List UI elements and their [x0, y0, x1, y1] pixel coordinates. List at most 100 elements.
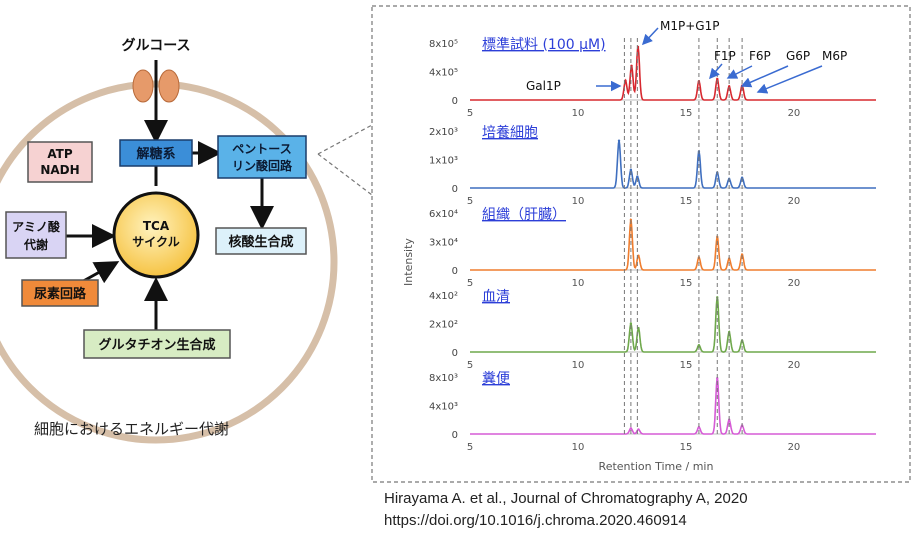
peak-point [629, 322, 633, 325]
atp-nadh-box: ATP NADH [27, 141, 93, 183]
peak-arrow-m1p-g1p [641, 27, 659, 46]
callout-line-top [317, 124, 373, 155]
peak-point [636, 175, 639, 178]
pentose-phosphate-box: ペントース リン酸回路 [217, 135, 307, 179]
tca-label-line2: サイクル [132, 235, 179, 249]
nucleic-acid-box: 核酸生合成 [215, 227, 307, 255]
amino-label-line2: 代謝 [23, 237, 48, 252]
x-tick-label: 20 [788, 360, 801, 371]
y-tick-label: 0 [452, 348, 458, 359]
atp-label: ATP [47, 147, 73, 161]
y-tick-label: 8x10³ [429, 373, 458, 384]
x-tick-label: 5 [467, 442, 473, 453]
chromatogram-trace [470, 217, 876, 271]
x-tick-label: 15 [680, 196, 693, 207]
metabolism-diagram: グルコース TCA サイクル 解糖系 ペントース リン酸回路 ATP NADH [0, 37, 373, 444]
peak-point [697, 343, 701, 347]
callout-line-bottom [317, 153, 373, 196]
chromatogram-trace [470, 297, 876, 353]
chromatogram-trace [470, 47, 876, 101]
panel-title: 糞便 [482, 371, 510, 387]
peak-annotations: Gal1P M1P+G1P F1P F6P G6P M6P [526, 19, 847, 94]
glutathione-box: グルタチオン生合成 [83, 329, 231, 359]
citation-line1: Hirayama A. et al., Journal of Chromatog… [384, 490, 748, 507]
peak-point [740, 176, 744, 179]
citation-line2: https://doi.org/10.1016/j.chroma.2020.46… [384, 512, 687, 529]
y-axis-label: Intensity [402, 238, 415, 286]
chromatogram-chart: 5 10 15 20 8x10⁵ 4x10⁵ 0 標準試料 (100 µM) 5 10 15 20 2x… [429, 37, 876, 453]
chart-frame [371, 5, 911, 483]
y-tick-label: 0 [452, 184, 458, 195]
x-tick-label: 5 [467, 360, 473, 371]
peak-point [727, 85, 731, 88]
pentose-label-line2: リン酸回路 [232, 158, 293, 173]
peak-arrow-g6p [740, 65, 789, 88]
y-tick-label: 2x10² [429, 320, 458, 331]
glycolysis-label: 解糖系 [135, 146, 175, 162]
urea-label: 尿素回路 [34, 286, 87, 302]
y-tick-label: 3x10⁴ [429, 238, 458, 249]
x-tick-label: 5 [467, 108, 473, 119]
peak-label-gal1p: Gal1P [526, 79, 561, 93]
peak-label-f1p: F1P [714, 49, 736, 63]
peak-label-m6p: M6P [822, 49, 847, 63]
x-axis-label: Retention Time / min [599, 460, 714, 473]
glucose-label: グルコース [121, 37, 190, 54]
peak-point [697, 425, 701, 429]
peak-point [716, 376, 719, 380]
x-tick-label: 20 [788, 442, 801, 453]
y-tick-label: 4x10³ [429, 402, 458, 413]
amino-acid-box: アミノ酸 代謝 [5, 211, 67, 259]
x-tick-label: 5 [467, 196, 473, 207]
peak-arrow-f1p [709, 63, 723, 80]
peak-point [629, 218, 633, 222]
y-tick-label: 4x10⁵ [429, 68, 458, 79]
panel-title: 組織（肝臓） [482, 207, 566, 223]
chromatogram-trace [470, 140, 876, 189]
y-tick-label: 8x10⁵ [429, 39, 458, 50]
y-tick-label: 2x10³ [429, 127, 458, 138]
urea-cycle-box: 尿素回路 [21, 279, 99, 307]
y-tick-label: 1x10³ [429, 156, 458, 167]
tca-cycle: TCA サイクル [112, 191, 200, 279]
x-tick-label: 5 [467, 278, 473, 289]
x-tick-label: 10 [572, 196, 585, 207]
x-tick-label: 15 [680, 278, 693, 289]
panel-title: 標準試料 (100 µM) [482, 37, 606, 53]
peak-point [617, 139, 621, 142]
peak-point [629, 168, 633, 171]
tca-label: TCA [143, 219, 170, 233]
y-tick-label: 0 [452, 430, 458, 441]
chromatogram-trace [470, 378, 876, 435]
peak-point [740, 253, 744, 256]
nadh-label: NADH [40, 163, 79, 177]
amino-label-line1: アミノ酸 [12, 219, 61, 234]
y-tick-label: 0 [452, 266, 458, 277]
x-tick-label: 10 [572, 108, 585, 119]
peak-arrow-m6p [756, 65, 823, 94]
peak-point [716, 77, 719, 81]
x-tick-label: 10 [572, 278, 585, 289]
diagram-caption: 細胞におけるエネルギー代謝 [34, 420, 230, 438]
panel-title: 培養細胞 [482, 124, 538, 141]
peak-label-f6p: F6P [749, 49, 771, 63]
y-tick-label: 0 [452, 96, 458, 107]
x-tick-label: 20 [788, 196, 801, 207]
x-tick-label: 15 [680, 442, 693, 453]
glycolysis-box: 解糖系 [119, 139, 193, 167]
x-tick-label: 15 [680, 108, 693, 119]
panel-title: 血清 [482, 289, 510, 305]
x-tick-label: 10 [572, 442, 585, 453]
nucleic-label: 核酸生合成 [228, 234, 293, 250]
y-tick-label: 6x10⁴ [429, 209, 458, 220]
peak-label-g6p: G6P [786, 49, 810, 63]
peak-arrow-f6p [726, 65, 753, 79]
glutathione-label: グルタチオン生合成 [98, 337, 215, 353]
glucose-transporter-icon [132, 69, 180, 103]
x-tick-label: 15 [680, 360, 693, 371]
y-tick-label: 4x10² [429, 291, 458, 302]
peak-point [629, 427, 633, 430]
x-tick-label: 10 [572, 360, 585, 371]
peak-label-m1p-g1p: M1P+G1P [660, 19, 719, 33]
